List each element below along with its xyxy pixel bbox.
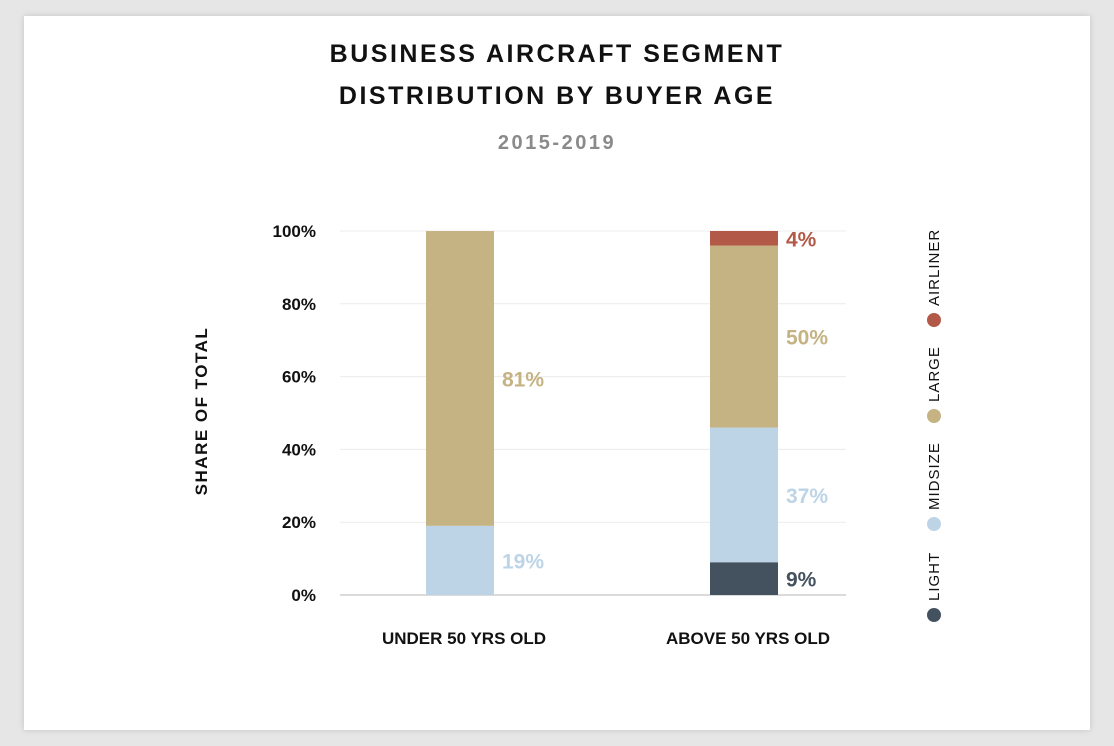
x-category-label: UNDER 50 YRS OLD [382, 629, 546, 648]
legend-item-large: LARGE [926, 346, 943, 423]
bar-midsize-2 [710, 427, 778, 563]
y-axis-label: SHARE OF TOTAL [192, 327, 211, 496]
x-axis-categories: UNDER 50 YRS OLD ABOVE 50 YRS OLD [382, 629, 830, 648]
data-labels: 19% 81% 9% 37% 50% 4% [502, 228, 828, 591]
legend-swatch [927, 409, 941, 423]
bar-airliner-2 [710, 231, 778, 246]
chart-title-line-2: DISTRIBUTION BY BUYER AGE [338, 82, 776, 110]
bar-large-1 [426, 231, 494, 526]
chart-title-line-1: BUSINESS AIRCRAFT SEGMENT [329, 40, 785, 68]
legend-swatch [927, 313, 941, 327]
data-label-midsize-2: 37% [786, 485, 828, 508]
data-label-large-1: 81% [502, 368, 544, 391]
chart-card [24, 16, 1090, 730]
legend: LIGHT MIDSIZE LARGE AIRLINER [926, 229, 943, 622]
y-tick-label: 80% [282, 295, 316, 314]
legend-item-airliner: AIRLINER [926, 229, 943, 327]
y-tick-label: 0% [291, 586, 316, 605]
data-label-large-2: 50% [786, 327, 828, 350]
data-label-midsize-1: 19% [502, 550, 544, 573]
chart-subtitle: 2015-2019 [497, 132, 617, 154]
y-tick-label: 100% [273, 222, 316, 241]
y-tick-label: 40% [282, 440, 316, 459]
data-label-airliner-2: 4% [786, 228, 817, 251]
bar-large-2 [710, 245, 778, 428]
legend-swatch [927, 608, 941, 622]
bars [426, 231, 778, 595]
y-tick-label: 60% [282, 368, 316, 387]
x-category-label: ABOVE 50 YRS OLD [666, 629, 830, 648]
legend-label: LIGHT [926, 552, 943, 601]
y-tick-label: 20% [282, 513, 316, 532]
data-label-light-2: 9% [786, 569, 817, 592]
bar-midsize-1 [426, 525, 494, 595]
legend-label: LARGE [926, 346, 943, 402]
legend-item-light: LIGHT [926, 552, 943, 622]
legend-label: AIRLINER [926, 229, 943, 306]
y-axis-ticks: 0% 20% 40% 60% 80% 100% [273, 222, 316, 605]
legend-swatch [927, 517, 941, 531]
legend-label: MIDSIZE [926, 442, 943, 510]
legend-item-midsize: MIDSIZE [926, 442, 943, 531]
bar-light-2 [710, 562, 778, 595]
